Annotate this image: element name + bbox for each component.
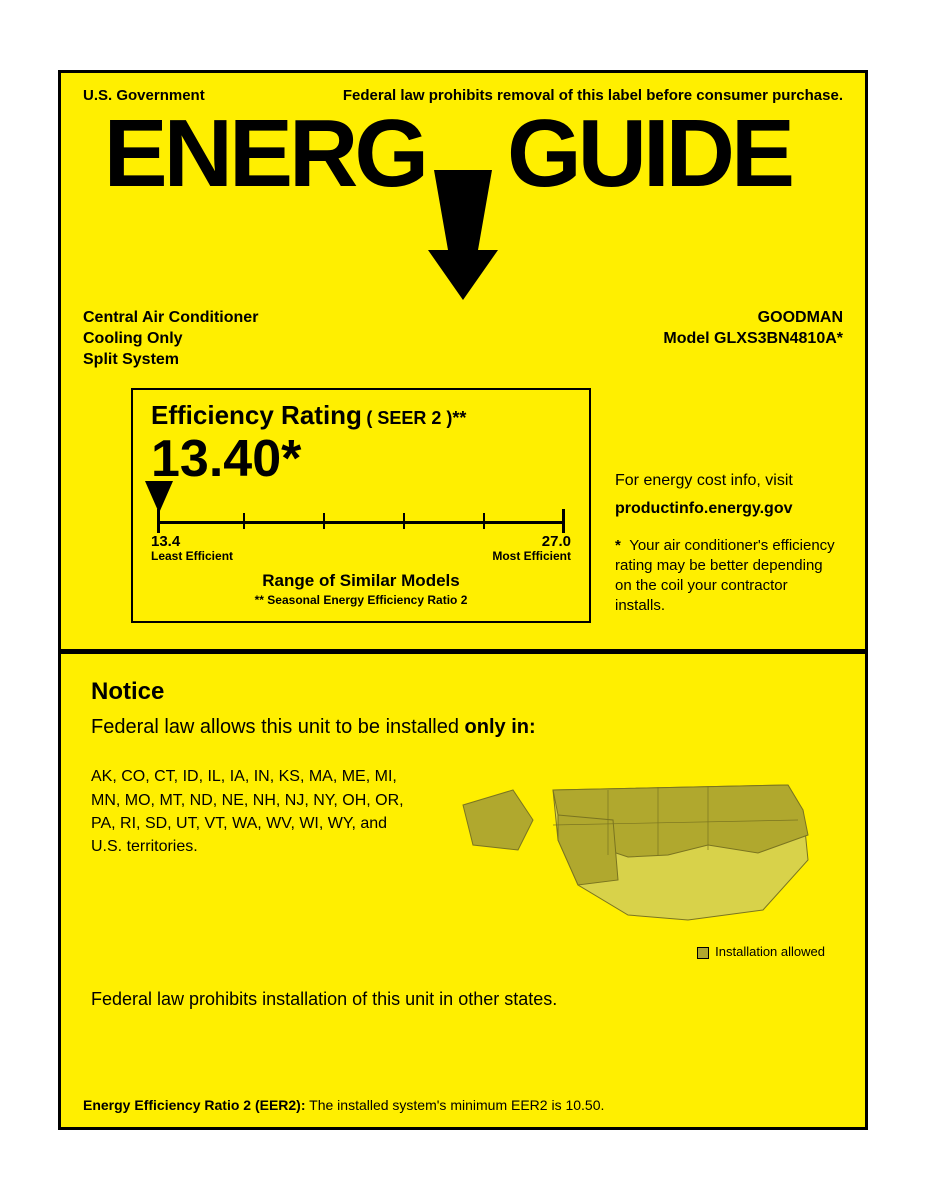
energy-guide-label: U.S. Government Federal law prohibits re…	[58, 70, 868, 1130]
product-type-2: Cooling Only	[83, 329, 258, 350]
legend-swatch-icon	[697, 947, 709, 959]
rating-sub: ( SEER 2 )**	[366, 408, 466, 428]
notice-lead-a: Federal law allows this unit to be insta…	[91, 716, 465, 738]
scale-max-label: Most Efficient	[492, 549, 571, 563]
product-type: Central Air Conditioner Cooling Only Spl…	[83, 308, 258, 370]
notice-lead: Federal law allows this unit to be insta…	[91, 716, 835, 739]
scale-axis	[157, 521, 565, 524]
scale-min-label: Least Efficient	[151, 549, 233, 563]
product-model: GOODMAN Model GLXS3BN4810A*	[663, 308, 843, 370]
header-row: U.S. Government Federal law prohibits re…	[83, 87, 843, 104]
efficiency-rating-box: Efficiency Rating ( SEER 2 )** 13.40*	[131, 388, 591, 623]
svg-text:ENERG: ENERG	[104, 108, 425, 196]
map-legend: Installation allowed	[441, 944, 835, 959]
footnote-text: Your air conditioner's efficiency rating…	[615, 537, 835, 615]
model: Model GLXS3BN4810A*	[663, 329, 843, 350]
rating-title: Efficiency Rating	[151, 400, 362, 430]
top-section: U.S. Government Federal law prohibits re…	[61, 73, 865, 623]
scale-tick	[483, 513, 485, 529]
legend-text: Installation allowed	[715, 944, 825, 959]
scale-tick	[562, 509, 565, 533]
scale-tick	[157, 509, 160, 533]
scale-sublabels: Least Efficient Most Efficient	[151, 549, 571, 563]
us-map-icon	[458, 765, 818, 935]
states-list: AK, CO, CT, ID, IL, IA, IN, KS, MA, ME, …	[91, 765, 421, 959]
product-meta-row: Central Air Conditioner Cooling Only Spl…	[83, 308, 843, 370]
footnote: * Your air conditioner's efficiency rati…	[615, 536, 835, 617]
scale-tick	[403, 513, 405, 529]
range-sub: ** Seasonal Energy Efficiency Ratio 2	[151, 593, 571, 607]
range-caption: Range of Similar Models	[151, 571, 571, 591]
middle-row: Efficiency Rating ( SEER 2 )** 13.40*	[83, 388, 843, 623]
law-text: Federal law prohibits removal of this la…	[343, 87, 843, 104]
arrow-down-icon	[428, 170, 498, 300]
map-wrap: Installation allowed	[441, 765, 835, 959]
product-type-1: Central Air Conditioner	[83, 308, 258, 329]
government-text: U.S. Government	[83, 87, 205, 104]
notice-lead-b: only in:	[465, 716, 536, 738]
eer-line: Energy Efficiency Ratio 2 (EER2): The in…	[83, 1097, 604, 1113]
logo-row: ENERG GUIDE	[83, 108, 843, 198]
brand: GOODMAN	[663, 308, 843, 329]
scale-labels: 13.4 27.0	[151, 533, 571, 550]
rating-value: 13.40*	[151, 433, 571, 485]
side-info: For energy cost info, visit productinfo.…	[591, 388, 835, 623]
product-type-3: Split System	[83, 350, 258, 371]
scale-tick	[323, 513, 325, 529]
svg-text:GUIDE: GUIDE	[507, 108, 792, 196]
scale-min: 13.4	[151, 533, 180, 550]
eer-label: Energy Efficiency Ratio 2 (EER2):	[83, 1097, 306, 1113]
eer-text: The installed system's minimum EER2 is 1…	[306, 1097, 605, 1113]
notice-body: AK, CO, CT, ID, IL, IA, IN, KS, MA, ME, …	[91, 765, 835, 959]
visit-text: For energy cost info, visit	[615, 470, 835, 492]
efficiency-scale: 13.4 27.0 Least Efficient Most Efficient	[151, 489, 571, 561]
footnote-star: *	[615, 537, 621, 554]
scale-tick	[243, 513, 245, 529]
notice-section: Notice Federal law allows this unit to b…	[61, 654, 865, 1010]
prohibit-text: Federal law prohibits installation of th…	[91, 989, 835, 1010]
notice-heading: Notice	[91, 678, 835, 706]
scale-max: 27.0	[542, 533, 571, 550]
url-text: productinfo.energy.gov	[615, 498, 835, 520]
